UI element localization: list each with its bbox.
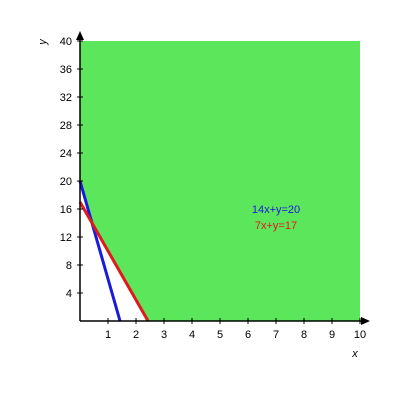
y-tick-label: 20 <box>60 176 72 188</box>
y-tick-label: 24 <box>60 148 72 160</box>
x-tick-label: 4 <box>189 329 195 341</box>
x-tick-label: 5 <box>217 329 223 341</box>
y-tick-label: 8 <box>66 260 72 272</box>
region-layer <box>80 41 360 321</box>
y-axis-label: y <box>37 38 49 46</box>
x-tick-label: 7 <box>273 329 279 341</box>
y-tick-label: 28 <box>60 120 72 132</box>
x-tick-label: 3 <box>161 329 167 341</box>
x-tick-label: 9 <box>329 329 335 341</box>
legend-label: 7x+y=17 <box>255 220 297 232</box>
y-tick-label: 40 <box>60 36 72 48</box>
x-tick-label: 2 <box>133 329 139 341</box>
x-tick-label: 6 <box>245 329 251 341</box>
x-axis-arrow <box>361 317 370 325</box>
y-tick-label: 32 <box>60 92 72 104</box>
x-axis-label: x <box>351 348 358 360</box>
legend-label: 14x+y=20 <box>252 204 300 216</box>
series-line <box>78 201 150 322</box>
y-tick-label: 4 <box>66 288 72 300</box>
x-tick-label: 10 <box>354 329 366 341</box>
x-tick-label: 8 <box>301 329 307 341</box>
series-line <box>78 180 122 322</box>
lines-layer <box>78 180 150 322</box>
y-tick-label: 36 <box>60 64 72 76</box>
y-tick-label: 12 <box>60 232 72 244</box>
y-axis-arrow <box>76 31 84 40</box>
feasible-region <box>80 41 360 321</box>
y-tick-label: 16 <box>60 204 72 216</box>
x-tick-label: 1 <box>105 329 111 341</box>
